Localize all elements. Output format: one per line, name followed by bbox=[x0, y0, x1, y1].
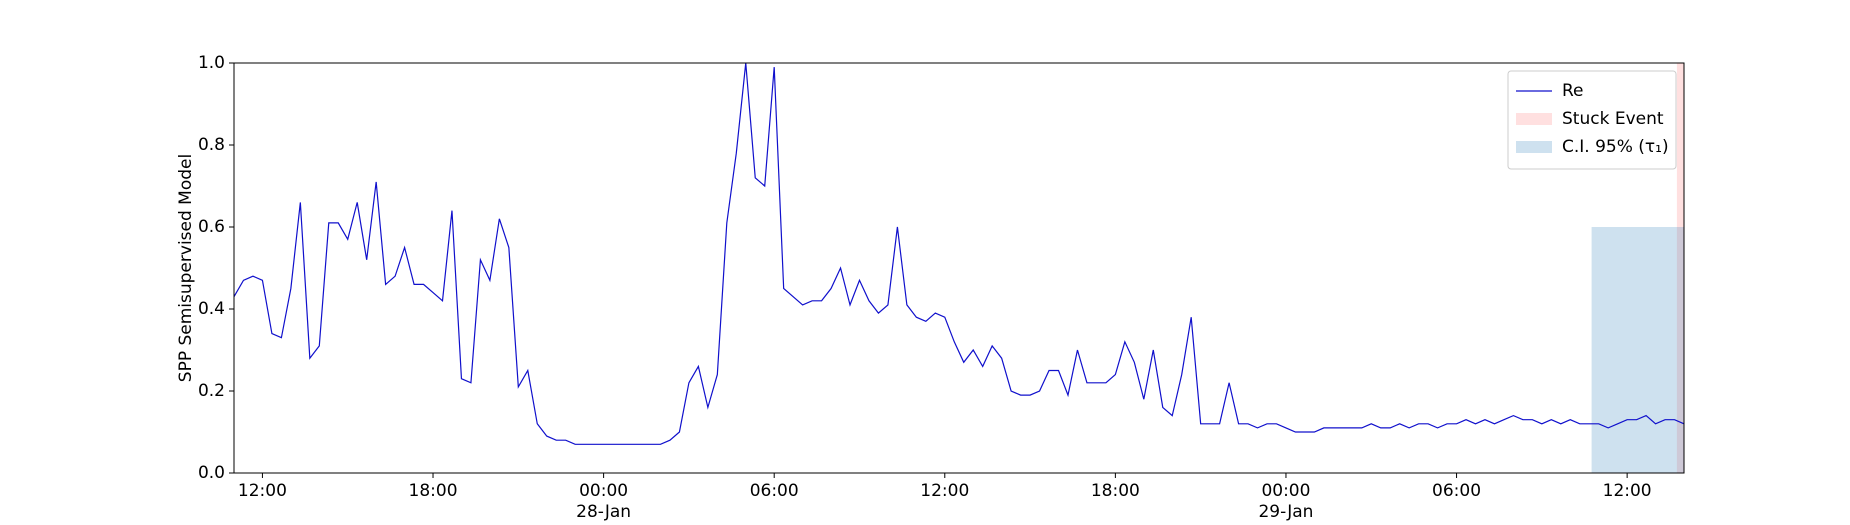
x-tick-label: 00:00 28-Jan 1900 bbox=[576, 481, 632, 525]
legend: Re Stuck Event C.I. 95% (τ₁) bbox=[1507, 70, 1677, 170]
plot-frame bbox=[233, 62, 1685, 474]
span bbox=[1676, 63, 1684, 473]
y-tick-label: 0.6 bbox=[198, 217, 225, 237]
y-axis-label: SPP Semisupervised Model bbox=[176, 154, 196, 382]
legend-swatch bbox=[1516, 141, 1552, 153]
span bbox=[1591, 227, 1684, 473]
y-tick-label: 0.2 bbox=[198, 381, 225, 401]
x-tick-label: 18:00 bbox=[1090, 481, 1140, 501]
x-tick-label: 12:00 bbox=[1602, 481, 1652, 501]
legend-box bbox=[1507, 70, 1677, 170]
x-tick-label: 12:00 bbox=[237, 481, 287, 501]
x-tick-label: 06:00 bbox=[749, 481, 799, 501]
y-tick-label: 0.0 bbox=[198, 463, 225, 483]
data-line bbox=[233, 62, 1685, 445]
y-tick-label: 1.0 bbox=[198, 53, 225, 73]
x-tick-label: 00:00 29-Jan bbox=[1258, 481, 1314, 522]
x-tick-label: 06:00 bbox=[1432, 481, 1482, 501]
y-tick-label: 0.4 bbox=[198, 299, 225, 319]
legend-label: Stuck Event bbox=[1562, 109, 1664, 129]
legend-label: C.I. 95% (τ₁) bbox=[1562, 137, 1669, 157]
x-tick-label: 18:00 bbox=[408, 481, 458, 501]
legend-swatch bbox=[1516, 113, 1552, 125]
x-tick-label: 12:00 bbox=[920, 481, 970, 501]
legend-label: Re bbox=[1562, 81, 1584, 101]
y-tick-label: 0.8 bbox=[198, 135, 225, 155]
